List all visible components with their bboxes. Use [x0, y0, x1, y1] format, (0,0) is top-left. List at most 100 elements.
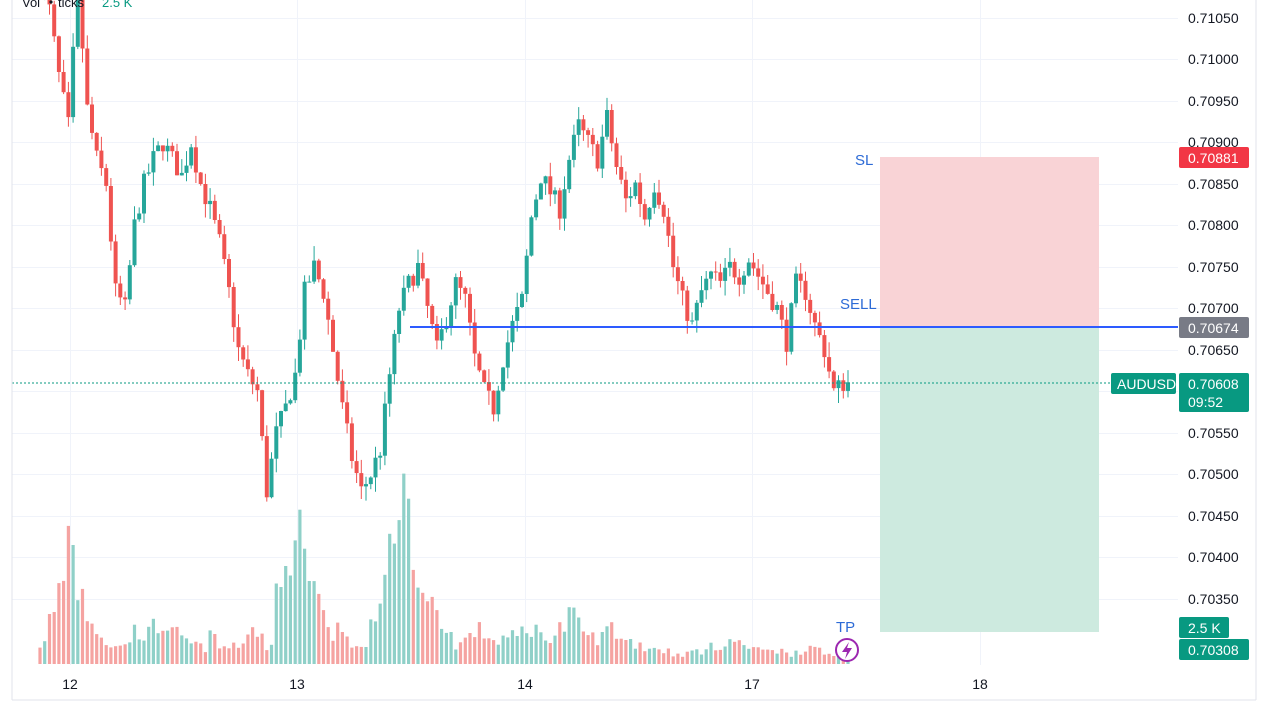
volume-bar	[690, 650, 694, 664]
candle-body	[562, 189, 567, 219]
take-profit-price: 0.70308	[1188, 642, 1239, 658]
volume-bar	[704, 649, 708, 664]
candle-body	[373, 457, 378, 478]
candle-body	[283, 403, 288, 412]
candle-body	[411, 275, 416, 286]
candle-body	[236, 327, 241, 348]
candle-body	[553, 190, 557, 195]
candle-body	[846, 382, 850, 391]
candle-body	[193, 147, 198, 173]
candle-body	[302, 281, 307, 340]
candle-body	[713, 271, 718, 273]
candle-body	[231, 287, 236, 328]
candle-body	[477, 353, 482, 371]
stop-loss-zone[interactable]	[880, 157, 1099, 327]
candle-body	[75, 0, 80, 47]
candle-body	[359, 473, 364, 487]
volume-bar	[487, 638, 491, 664]
volume-bar	[175, 626, 179, 664]
time-axis[interactable]: 12 13 14 17 18	[62, 676, 988, 692]
volume-bar	[430, 596, 434, 664]
volume-bar	[458, 642, 463, 664]
lightning-icon[interactable]	[835, 638, 859, 662]
volume-bar	[213, 634, 217, 664]
volume-bar	[629, 639, 633, 664]
last-price-badge[interactable]: 0.70608 09:52	[1179, 373, 1249, 412]
volume-bar	[236, 647, 241, 664]
candle-body	[694, 302, 699, 321]
volume-bar	[822, 654, 826, 664]
volume-bar	[123, 644, 127, 664]
volume-bar	[600, 632, 604, 664]
candle-body	[165, 145, 170, 152]
volume-bar	[241, 643, 245, 664]
candle-body	[628, 196, 633, 199]
volume-bar	[161, 630, 165, 664]
volume-bar	[364, 647, 368, 664]
take-profit-badge[interactable]: 0.70308	[1179, 639, 1249, 660]
volume-bar	[619, 638, 623, 664]
volume-bar	[780, 648, 784, 664]
symbol-badge[interactable]: AUDUSD	[1111, 373, 1176, 394]
candle-body	[605, 110, 609, 137]
candle-body	[241, 347, 246, 360]
candle-body	[571, 134, 576, 160]
volume-bar	[671, 656, 675, 664]
candle-body	[354, 461, 359, 474]
take-profit-zone[interactable]	[880, 327, 1099, 632]
volume-bar	[553, 635, 557, 664]
candle-body	[505, 342, 510, 368]
candle-body	[543, 176, 548, 184]
volume-bar	[681, 656, 685, 664]
volume-bar	[695, 649, 699, 664]
stop-loss-badge[interactable]: 0.70881	[1179, 147, 1249, 168]
volume-bar	[662, 653, 666, 664]
last-price: 0.70608	[1188, 376, 1239, 392]
volume-bar	[766, 649, 770, 664]
volume-value: 2.5 K	[1188, 620, 1221, 636]
volume-bar	[577, 617, 581, 664]
candle-body	[827, 357, 832, 372]
volume-bar	[397, 520, 401, 664]
sell-label[interactable]: SELL	[840, 296, 877, 313]
volume-bar	[836, 653, 841, 664]
candle-body	[184, 165, 189, 173]
price-axis[interactable]: 0.71050 0.71000 0.70950 0.70900 0.70850 …	[1188, 10, 1239, 607]
volume-bar	[312, 581, 316, 664]
volume-bar	[435, 610, 439, 664]
candle-body	[170, 145, 175, 152]
candle-body	[420, 263, 425, 279]
volume-bar	[440, 628, 444, 664]
candle-body	[538, 183, 543, 200]
candle-body	[817, 322, 822, 336]
volume-bar	[90, 623, 94, 664]
candle-body	[56, 36, 61, 72]
candle-body	[208, 200, 213, 205]
volume-badge[interactable]: 2.5 K	[1179, 617, 1229, 638]
volume-bar	[350, 647, 354, 664]
candle-body	[609, 110, 614, 144]
volume-bar	[208, 630, 212, 664]
sl-label[interactable]: SL	[855, 152, 873, 169]
volume-bar	[118, 645, 122, 664]
candle-body	[491, 390, 496, 415]
tp-label[interactable]: TP	[836, 619, 855, 636]
candle-body	[406, 275, 411, 288]
candle-body	[85, 48, 90, 105]
volume-bar	[388, 533, 392, 664]
candle-body	[307, 281, 312, 283]
price-tick: 0.70700	[1188, 300, 1239, 316]
candle-body	[113, 241, 118, 284]
candle-body	[118, 283, 123, 298]
candle-body	[737, 277, 742, 285]
candle-body	[841, 380, 846, 391]
candle-body	[397, 310, 402, 334]
volume-bar	[255, 636, 259, 664]
entry-price-badge[interactable]: 0.70674	[1179, 317, 1249, 338]
volume-bar	[392, 543, 396, 664]
candle-body	[137, 213, 142, 220]
candle-body	[586, 130, 591, 135]
candle-body	[316, 260, 321, 280]
